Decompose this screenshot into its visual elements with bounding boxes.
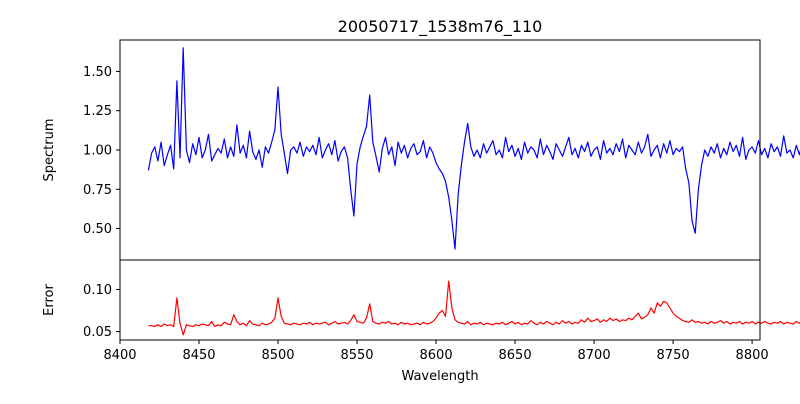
error-y-ticks: 0.05 0.10	[83, 283, 120, 340]
x-tick-label: 8550	[340, 348, 373, 363]
spectrum-y-tick-label: 0.50	[83, 222, 112, 237]
spectrum-y-tick-label: 1.50	[83, 65, 112, 80]
chart-title: 20050717_1538m76_110	[338, 17, 543, 37]
spectrum-y-axis-label: Spectrum	[42, 119, 57, 182]
x-tick-label: 8650	[499, 348, 532, 363]
x-tick-label: 8750	[657, 348, 690, 363]
x-tick-label: 8450	[182, 348, 215, 363]
spectrum-series-line-0	[147, 47, 800, 250]
error-marks	[148, 280, 800, 336]
error-axes-frame	[119, 259, 761, 341]
spectrum-y-tick-label: 1.00	[83, 144, 112, 159]
x-tick-label: 8500	[261, 348, 294, 363]
error-panel: 0.05 0.10 8400 8450 8500 8550 8600 8650 8700 875…	[42, 259, 800, 384]
wavelength-x-ticks: 8400 8450 8500 8550 8600 8650 8700 8750 8800	[103, 340, 769, 363]
x-tick-label: 8600	[420, 348, 453, 363]
error-y-tick-label: 0.10	[83, 283, 112, 298]
x-tick-label: 8700	[578, 348, 611, 363]
spectrum-panel: 0.50 0.75 1.00 1.25 1.50 Spectrum	[42, 39, 800, 261]
spectrum-axes-frame	[119, 39, 761, 261]
x-tick-label: 8800	[736, 348, 769, 363]
error-y-axis-label: Error	[42, 284, 57, 316]
error-y-tick-label: 0.05	[83, 325, 112, 340]
error-series-line-0	[148, 280, 800, 336]
spectrum-y-tick-label: 1.25	[83, 104, 112, 119]
wavelength-x-axis-label: Wavelength	[401, 369, 478, 384]
spectrum-y-tick-label: 0.75	[83, 183, 112, 198]
spectrum-marks	[147, 47, 800, 250]
spectrum-y-ticks: 0.50 0.75 1.00 1.25 1.50	[83, 65, 120, 237]
x-tick-label: 8400	[103, 348, 136, 363]
